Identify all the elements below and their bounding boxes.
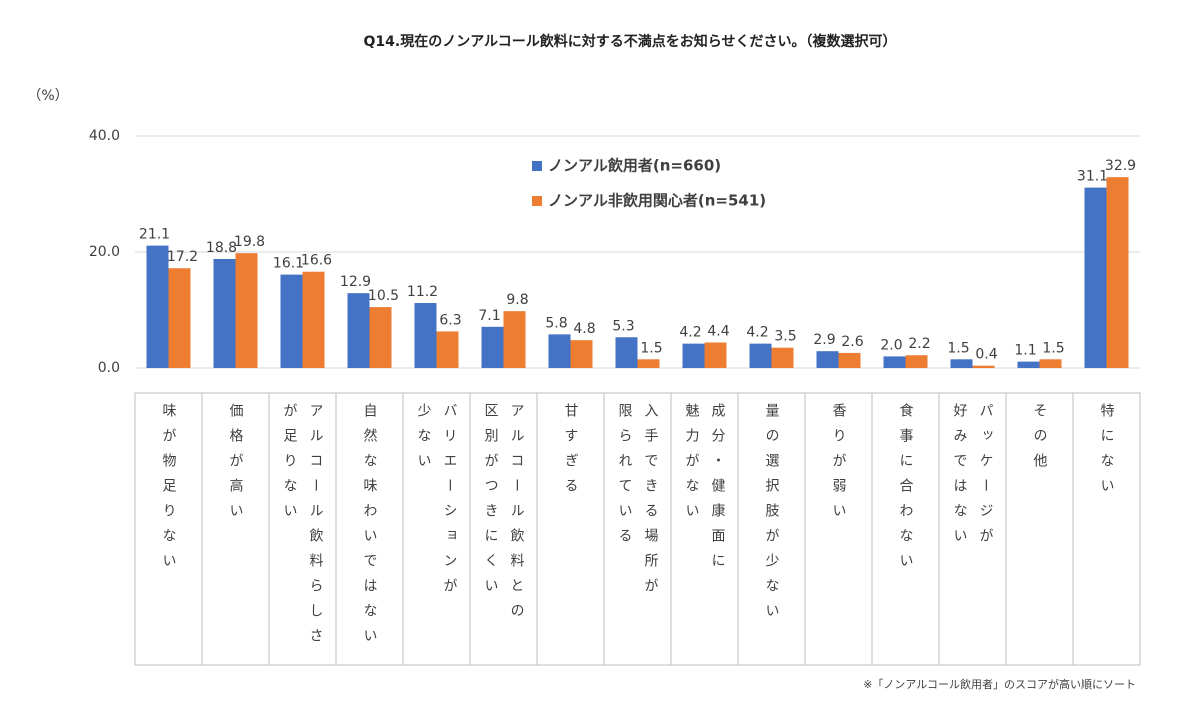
x-tick-label: バリエーションが 少ない (415, 403, 458, 603)
bar (570, 340, 593, 368)
value-label: 32.9 (1105, 158, 1136, 174)
value-label: 4.2 (679, 325, 701, 341)
x-tick-label: 味が物足りない (160, 403, 177, 578)
bar (302, 271, 325, 368)
value-label: 31.1 (1077, 169, 1108, 185)
value-label: 17.2 (167, 249, 198, 265)
x-tick-label: 自然な味わいではない (361, 403, 378, 653)
value-label: 4.2 (746, 325, 768, 341)
x-tick-label: 価格が高い (227, 403, 244, 528)
chart-title: Q14.現在のノンアルコール飲料に対する不満点をお知らせください。（複数選択可） (364, 33, 897, 50)
category-table (134, 392, 1141, 666)
bar (235, 253, 258, 368)
value-label: 4.4 (707, 323, 729, 339)
x-tick-label: その他 (1031, 403, 1048, 478)
x-tick-label: 量の選択肢が少ない (763, 403, 780, 628)
x-tick-label: 入手できる場所が 限られている (616, 403, 659, 603)
bar (682, 343, 705, 368)
bar (615, 337, 638, 368)
bar (905, 355, 928, 368)
value-label: 1.1 (1014, 343, 1036, 359)
bar (950, 359, 973, 368)
bar (972, 365, 995, 368)
value-label: 9.8 (506, 292, 528, 308)
bar (1084, 187, 1107, 368)
value-label: 19.8 (234, 234, 265, 250)
footnote: ※「ノンアルコール飲用者」のスコアが高い順にソート (863, 677, 1136, 691)
x-tick-label: 成分・健康面に 魅力がない (683, 403, 726, 578)
bar (146, 245, 169, 368)
x-tick-label: 食事に合わない (897, 403, 914, 578)
bar (637, 359, 660, 368)
value-label: 1.5 (640, 340, 662, 356)
value-label: 5.3 (612, 318, 634, 334)
x-tick-label: アルコール飲料との 区別がつきにくい (482, 403, 525, 628)
bar (704, 342, 727, 368)
value-label: 2.0 (880, 337, 902, 353)
value-label: 0.4 (975, 347, 997, 363)
value-label: 2.9 (813, 332, 835, 348)
value-label: 4.8 (573, 321, 595, 337)
value-label: 1.5 (947, 340, 969, 356)
y-tick-label: 0.0 (98, 360, 120, 376)
bar (1039, 359, 1062, 368)
value-label: 12.9 (340, 274, 371, 290)
bar (816, 351, 839, 368)
bar (771, 347, 794, 368)
x-tick-label: アルコール飲料らしさ が足りない (281, 403, 324, 653)
x-tick-label: 香りが弱い (830, 403, 847, 528)
legend-label: ノンアル飲用者(n=660) (548, 157, 721, 175)
value-label: 16.6 (301, 253, 332, 269)
bar (883, 356, 906, 368)
y-tick-label: 20.0 (89, 244, 120, 260)
bar (1017, 361, 1040, 368)
bar (1106, 177, 1129, 368)
bar (168, 268, 191, 368)
value-label: 2.6 (841, 334, 863, 350)
bar (347, 293, 370, 368)
x-tick-label: パッケージが 好みではない (951, 403, 994, 553)
legend-swatch (532, 196, 542, 206)
bar (503, 311, 526, 368)
bar (548, 334, 571, 368)
bar (414, 303, 437, 368)
value-label: 6.3 (439, 312, 461, 328)
y-unit: （%） (27, 88, 68, 104)
value-label: 10.5 (368, 288, 399, 304)
legend-label: ノンアル非飲用関心者(n=541) (548, 192, 766, 210)
bar (213, 258, 236, 368)
bar (838, 352, 861, 368)
y-tick-label: 40.0 (89, 128, 120, 144)
value-label: 5.8 (545, 315, 567, 331)
value-label: 11.2 (407, 284, 438, 300)
bar (481, 326, 504, 368)
value-label: 7.1 (478, 308, 500, 324)
x-tick-label: 特にない (1098, 403, 1115, 503)
x-tick-label: 甘すぎる (562, 403, 579, 503)
value-label: 3.5 (774, 329, 796, 345)
value-label: 21.1 (139, 227, 170, 243)
value-label: 2.2 (908, 336, 930, 352)
bar (749, 343, 772, 368)
bar (369, 307, 392, 368)
bar (280, 274, 303, 368)
bar (436, 331, 459, 368)
value-label: 1.5 (1042, 340, 1064, 356)
value-label: 18.8 (206, 240, 237, 256)
legend-swatch (532, 161, 542, 171)
value-label: 16.1 (273, 256, 304, 272)
